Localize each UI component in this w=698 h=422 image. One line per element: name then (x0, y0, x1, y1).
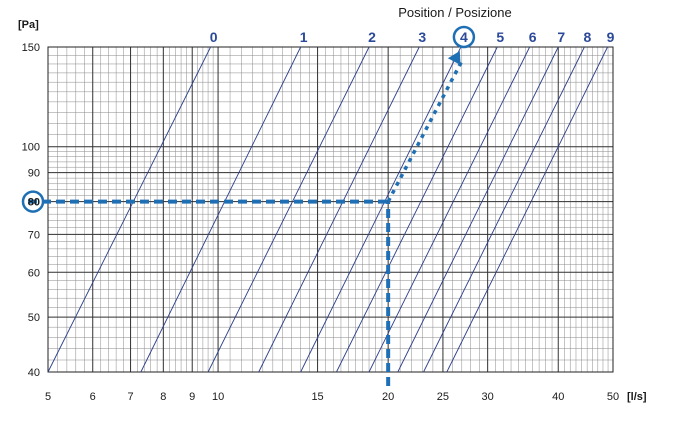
x-tick-label: 50 (607, 391, 619, 403)
position-curve-8 (423, 46, 585, 373)
reference-arrowhead (447, 51, 461, 65)
x-tick-label: 25 (437, 391, 449, 403)
y-tick-labels: 40 50 60 70 80 90 100 150 (21, 42, 45, 379)
y-tick-label: 100 (22, 142, 40, 154)
y-tick-label: 150 (22, 42, 40, 54)
y-tick-label: 50 (28, 312, 40, 324)
position-curves (47, 46, 608, 373)
position-label-0: 0 (210, 29, 218, 45)
plot-frame (47, 46, 614, 373)
x-tick-label: 20 (382, 391, 394, 403)
y-tick-label: 80 (28, 197, 40, 209)
x-tick-label: 6 (90, 391, 96, 403)
x-tick-label: 7 (127, 391, 133, 403)
reference-annotation (28, 51, 464, 386)
x-tick-label: 40 (552, 391, 564, 403)
x-tick-label: 10 (212, 391, 224, 403)
position-curve-6 (368, 46, 531, 373)
highlight-y-ring (21, 190, 45, 213)
x-tick-label: 5 (45, 391, 51, 403)
x-tick-label: 8 (160, 391, 166, 403)
y-tick-label: 60 (28, 267, 40, 279)
position-label-8: 8 (584, 29, 592, 45)
x-axis-unit: [l/s] (627, 391, 647, 403)
position-curve-7 (397, 46, 559, 373)
y-tick-label: 90 (28, 168, 40, 180)
position-curve-0 (47, 46, 212, 373)
y-axis-unit: [Pa] (18, 19, 39, 31)
position-curve-4 (300, 46, 462, 373)
y-tick-label: 40 (28, 367, 40, 379)
x-tick-label: 30 (482, 391, 494, 403)
position-label-1: 1 (300, 29, 308, 45)
chart-title: Position / Posizione (398, 5, 511, 20)
position-label-9: 9 (607, 29, 615, 45)
position-curve-2 (207, 46, 370, 373)
position-curve-5 (336, 46, 498, 373)
x-tick-label: 9 (189, 391, 195, 403)
position-label-4: 4 (460, 29, 468, 45)
position-label-2: 2 (368, 29, 376, 45)
position-curve-9 (446, 46, 608, 373)
position-curve-1 (140, 46, 302, 373)
position-curve-3 (258, 46, 420, 373)
position-label-6: 6 (529, 29, 537, 45)
y-tick-label: 70 (28, 229, 40, 241)
major-grid (47, 46, 614, 373)
x-tick-label: 15 (311, 391, 323, 403)
highlight-position-ring (452, 25, 476, 49)
minor-grid (47, 46, 614, 373)
position-label-5: 5 (496, 29, 504, 45)
position-label-7: 7 (557, 29, 565, 45)
x-tick-labels: 5 6 7 8 9 10 15 20 25 30 40 50 (45, 391, 619, 403)
position-label-3: 3 (418, 29, 426, 45)
